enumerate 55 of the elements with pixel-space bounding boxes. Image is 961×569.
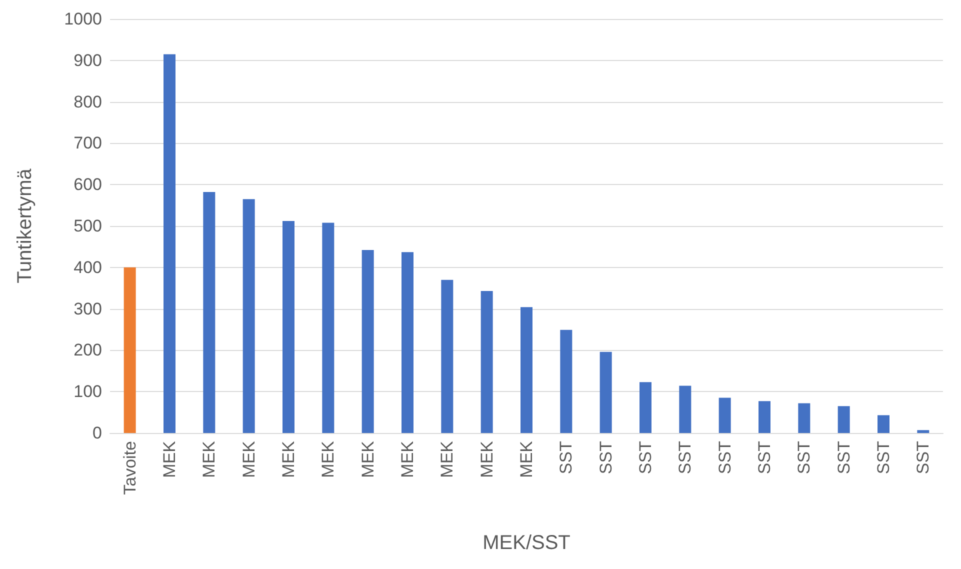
bar — [878, 415, 890, 433]
x-tick-label: SST — [794, 441, 814, 474]
bar — [917, 430, 930, 433]
x-tick-label: MEK — [318, 440, 338, 478]
x-tick-label: MEK — [398, 440, 417, 478]
bar — [282, 221, 294, 433]
x-tick-label: SST — [636, 441, 655, 474]
bar — [402, 252, 414, 433]
y-tick-label: 500 — [74, 216, 102, 236]
bar — [242, 199, 255, 433]
bar — [322, 222, 334, 433]
bar — [560, 330, 572, 433]
y-axis-title: Tuntikertymä — [14, 168, 36, 284]
y-tick-label: 0 — [92, 424, 102, 442]
x-tick-label: MEK — [239, 440, 258, 478]
bar — [718, 398, 731, 433]
y-tick-label: 200 — [74, 340, 102, 360]
bar — [520, 307, 532, 433]
x-tick-label: MEK — [517, 440, 536, 478]
y-tick-label: 400 — [74, 258, 102, 277]
x-tick-label: SST — [834, 441, 854, 474]
x-tick-label: MEK — [438, 440, 457, 478]
x-tick-label: SST — [715, 441, 734, 474]
x-tick-label: SST — [676, 441, 695, 474]
x-tick-label: SST — [556, 441, 576, 474]
y-tick-label: 900 — [74, 50, 102, 70]
y-tick-label: 800 — [74, 92, 102, 112]
bar — [124, 267, 136, 433]
y-tick-label: 600 — [74, 175, 102, 194]
y-tick-label: 700 — [74, 134, 102, 153]
y-tick-label: 100 — [74, 382, 102, 402]
bar — [480, 291, 493, 433]
bar — [838, 406, 850, 433]
bar — [203, 192, 216, 433]
bar — [679, 386, 692, 433]
x-tick-label: SST — [914, 441, 933, 474]
bar — [640, 382, 652, 433]
y-tick-label: 300 — [74, 299, 102, 318]
x-tick-label: Tavoite — [120, 441, 140, 495]
bar — [441, 280, 454, 433]
x-tick-label: SST — [755, 441, 774, 474]
x-axis-title: MEK/SST — [482, 532, 570, 554]
x-tick-label: SST — [874, 441, 893, 474]
x-tick-label: MEK — [160, 440, 179, 478]
x-tick-label: MEK — [279, 440, 298, 478]
x-tick-label: SST — [596, 441, 616, 474]
x-tick-label: MEK — [358, 440, 378, 478]
bar — [798, 403, 810, 433]
bar — [600, 352, 612, 433]
bar — [164, 54, 176, 433]
bar — [362, 250, 374, 433]
x-tick-label: MEK — [200, 440, 219, 478]
bar — [758, 401, 770, 433]
y-tick-label: 1000 — [64, 10, 102, 28]
x-tick-label: MEK — [477, 440, 496, 478]
